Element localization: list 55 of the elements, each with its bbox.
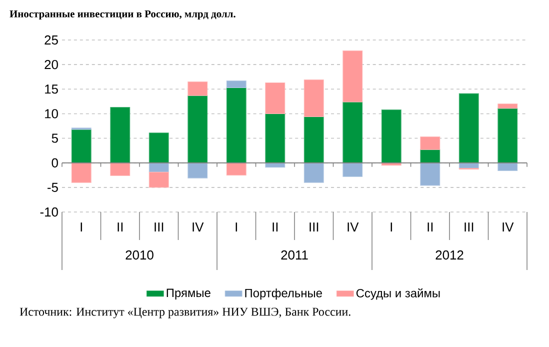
y-tick-label: 25 — [44, 35, 58, 45]
bar — [188, 95, 208, 164]
bar — [226, 162, 246, 176]
bar — [148, 172, 169, 188]
bar — [71, 129, 92, 164]
x-tick-label: IV — [348, 222, 359, 232]
bar — [304, 162, 324, 183]
text: 2010 — [126, 250, 154, 260]
bar — [342, 102, 363, 164]
bar — [226, 87, 246, 164]
bar — [304, 80, 324, 117]
y-tick-label: -10 — [40, 207, 58, 217]
bar — [420, 136, 440, 150]
bar — [381, 109, 402, 164]
bar — [188, 162, 208, 178]
bar — [420, 149, 440, 164]
y-tick-label: 20 — [44, 60, 58, 70]
x-tick-label: II — [272, 222, 278, 232]
x-tick-label: III — [154, 222, 164, 232]
y-tick-label: 10 — [45, 109, 58, 118]
y-tick-label: -5 — [48, 182, 58, 192]
bar — [71, 162, 92, 183]
chart-title: Иностранные инвестиции в Россию, млрд долл. — [10, 10, 236, 20]
x-tick-label: I — [80, 222, 82, 232]
bar — [342, 162, 363, 177]
bar — [304, 116, 324, 164]
text: 2012 — [436, 250, 464, 260]
bar — [188, 81, 208, 96]
bar — [110, 107, 130, 164]
y-tick-label: 0 — [52, 158, 58, 168]
y-tick-label: 15 — [45, 84, 58, 94]
x-tick-label: II — [118, 222, 123, 232]
x-tick-label: IV — [502, 222, 514, 232]
legend-label: Ссуды и займы — [356, 288, 440, 300]
legend-label: Прямые — [166, 288, 210, 300]
text: Источник: Институт «Центр развития» НИУ ВШЭ, Банк России. — [20, 308, 350, 318]
bar — [148, 132, 169, 164]
x-tick-label: II — [428, 222, 433, 232]
x-tick-label: III — [310, 222, 318, 232]
x-tick-label: I — [390, 222, 392, 232]
bar — [226, 80, 246, 88]
x-tick-label: I — [236, 222, 237, 232]
bar — [110, 162, 130, 176]
bar — [458, 93, 479, 164]
y-tick-label: 5 — [52, 134, 58, 143]
x-tick-label: IV — [192, 222, 204, 232]
bar — [498, 104, 518, 109]
x-tick-label: III — [464, 222, 474, 232]
legend-label: Портфельные — [245, 288, 322, 300]
bar — [420, 162, 440, 186]
text: 2011 — [281, 250, 308, 260]
bar — [498, 108, 518, 164]
bar — [265, 113, 286, 164]
bar — [265, 82, 286, 114]
bar — [342, 50, 363, 102]
